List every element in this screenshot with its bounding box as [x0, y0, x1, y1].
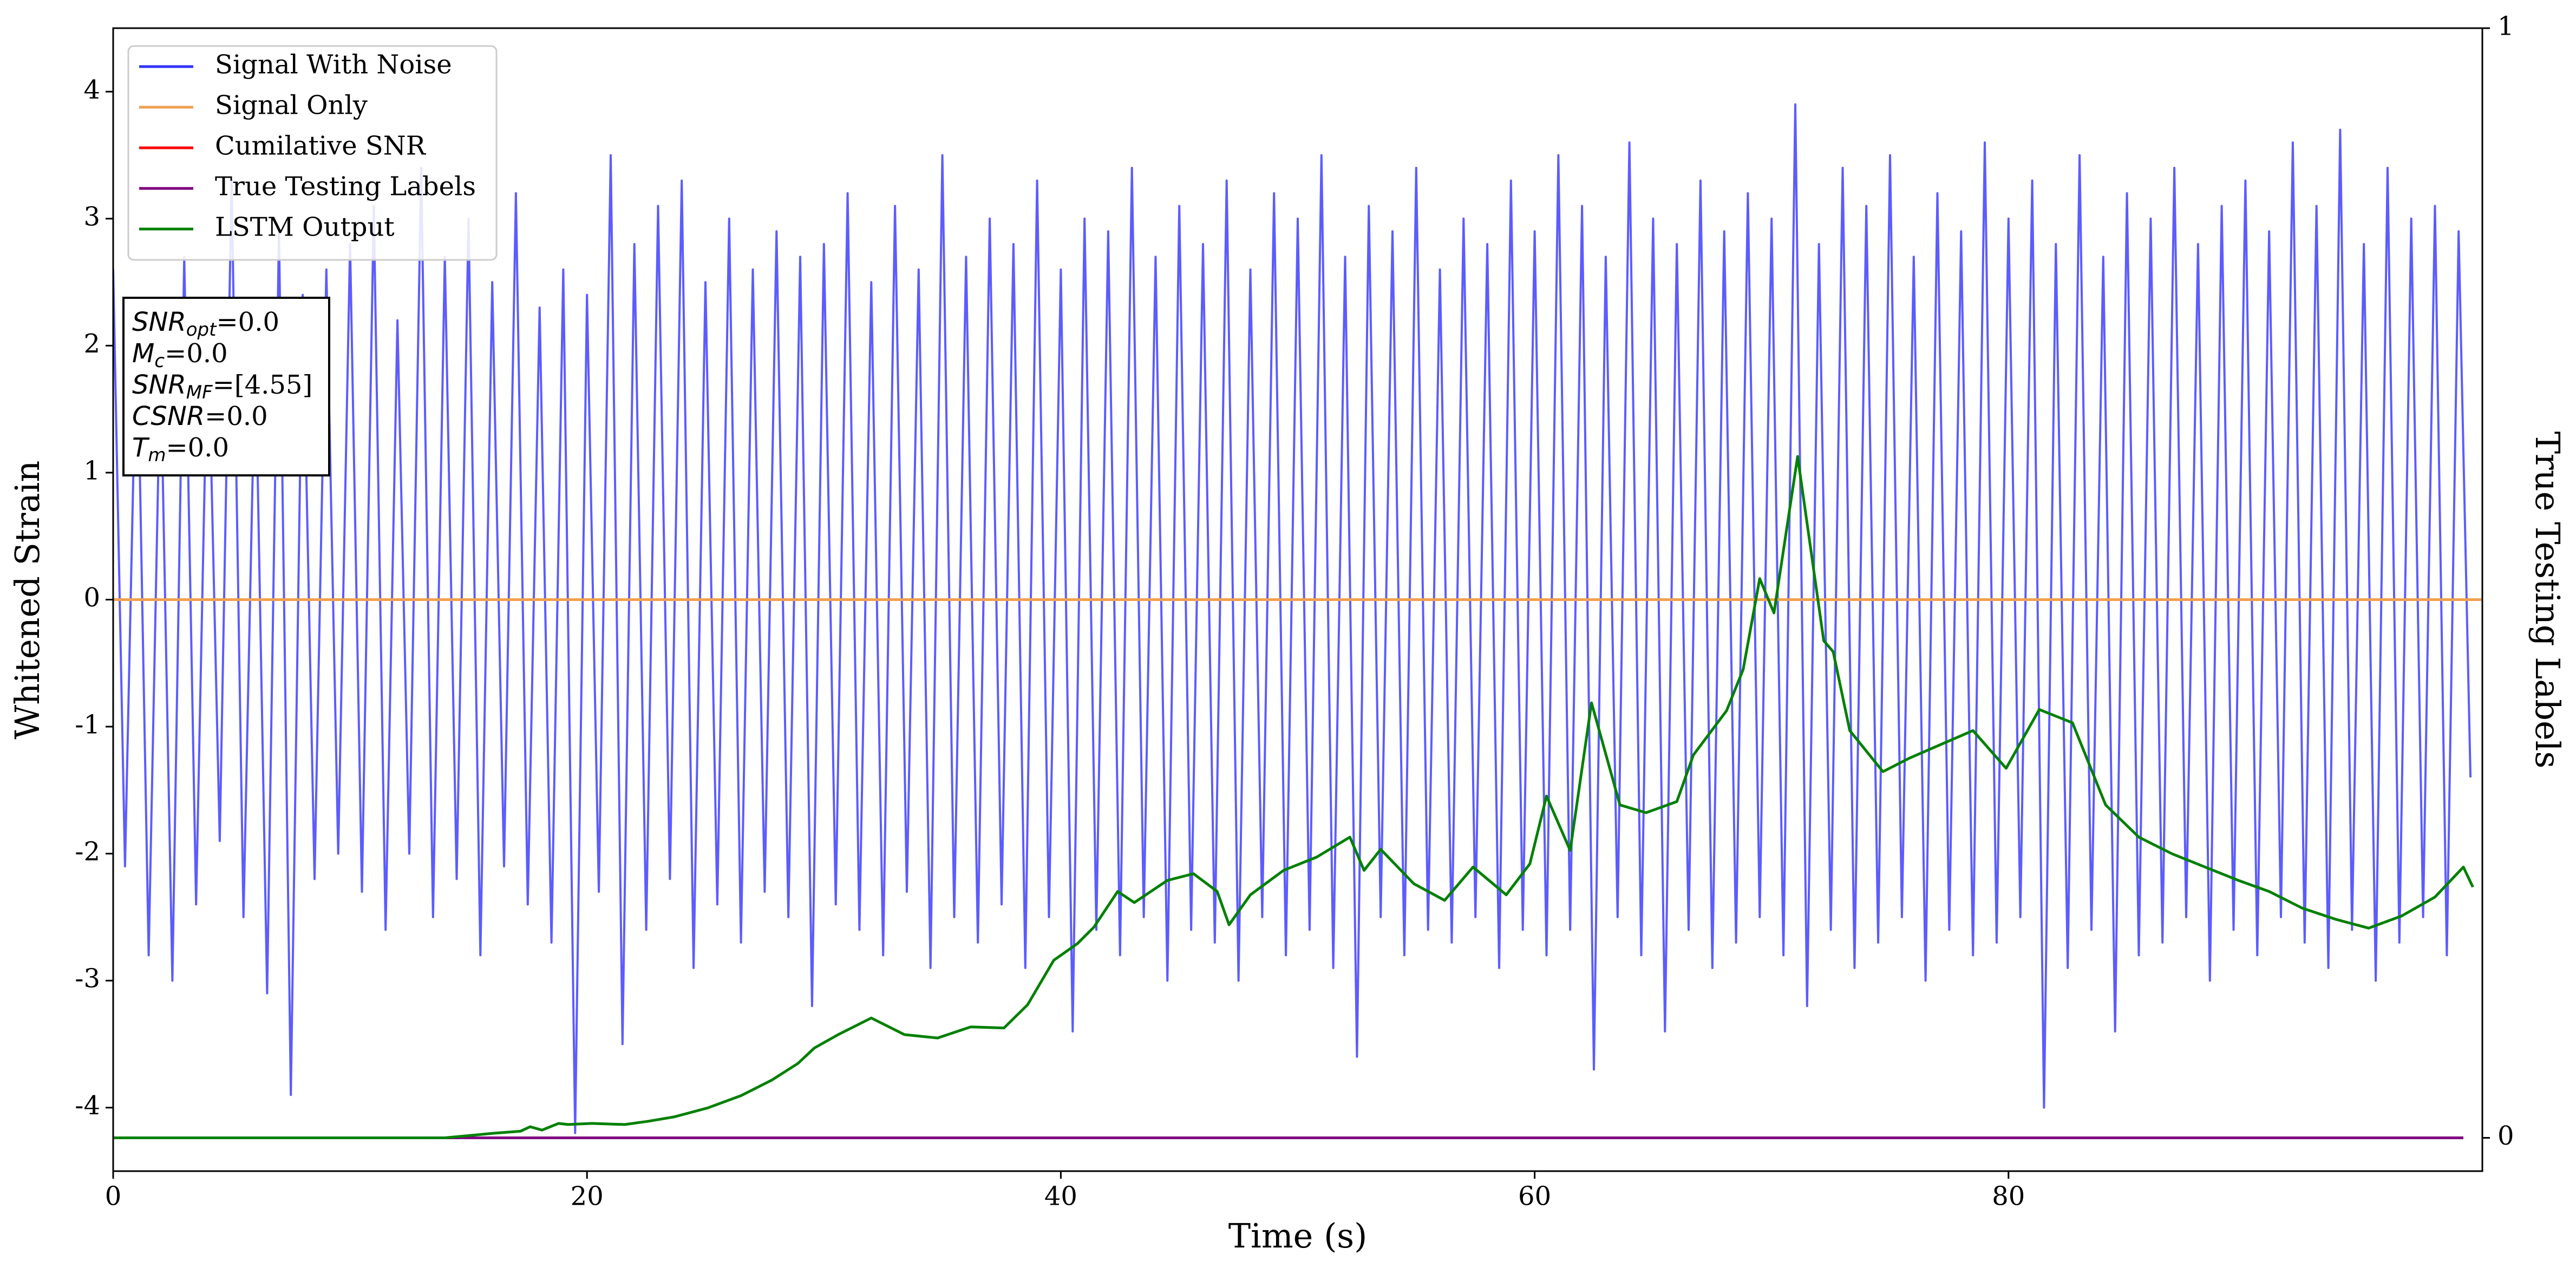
legend-box	[127, 45, 498, 261]
y2-tick-label: 1	[2497, 11, 2514, 42]
annotation-value: =0.0	[216, 307, 279, 337]
y-tick-label: 3	[83, 201, 100, 232]
annotation-value: =[4.55]	[213, 370, 313, 400]
annotation-subscript: m	[148, 445, 166, 466]
y2-axis-label: True Testing Labels	[2528, 432, 2567, 769]
legend-label: Cumilative SNR	[215, 131, 427, 161]
y-tick-label: -3	[75, 964, 100, 994]
y-tick-label: 2	[83, 329, 100, 359]
series-line	[113, 103, 2472, 1134]
y-axis-label: Whitened Strain	[8, 461, 47, 740]
y-tick-label: 4	[83, 75, 100, 105]
y-tick-label: 1	[83, 455, 100, 486]
x-tick-label: 20	[571, 1181, 604, 1212]
y2-tick-label: 0	[2497, 1121, 2514, 1151]
annotation-symbol: M	[132, 338, 154, 369]
x-tick-label: 60	[1518, 1181, 1551, 1212]
annotation-box	[122, 297, 330, 476]
annotation-line: SNRMF=[4.55]	[132, 370, 312, 403]
series-line	[113, 455, 2474, 1139]
legend-label: Signal With Noise	[215, 50, 452, 80]
y-tick-label: -2	[75, 837, 100, 867]
y-tick-label: -4	[75, 1090, 100, 1121]
x-axis-label: Time (s)	[1228, 1216, 1368, 1256]
annotation-subscript: c	[154, 350, 165, 372]
x-tick-label: 40	[1044, 1181, 1077, 1212]
annotation-subscript: opt	[186, 319, 217, 341]
annotation-symbol: T	[132, 433, 150, 463]
annotation-line: CSNR=0.0	[132, 401, 268, 432]
legend-label: True Testing Labels	[215, 172, 476, 202]
annotation-symbol: SNR	[132, 307, 186, 337]
legend-label: LSTM Output	[215, 212, 395, 243]
annotation-symbol: SNR	[132, 370, 186, 400]
annotation-line: Tm=0.0	[132, 433, 229, 466]
annotation-subscript: MF	[186, 382, 213, 403]
legend-label: Signal Only	[215, 90, 368, 121]
annotation-value: =0.0	[205, 401, 268, 432]
annotation-symbol: CSNR	[132, 401, 205, 432]
x-tick-label: 0	[105, 1181, 122, 1212]
x-tick-label: 80	[1992, 1181, 2025, 1212]
plot-area	[113, 103, 2482, 1139]
annotation-line: SNRopt=0.0	[132, 307, 279, 341]
annotation-value: =0.0	[165, 338, 228, 369]
y-tick-label: -1	[75, 710, 100, 740]
annotation-line: Mc=0.0	[132, 338, 228, 372]
annotation-value: =0.0	[166, 433, 229, 463]
y-tick-label: 0	[83, 583, 100, 613]
